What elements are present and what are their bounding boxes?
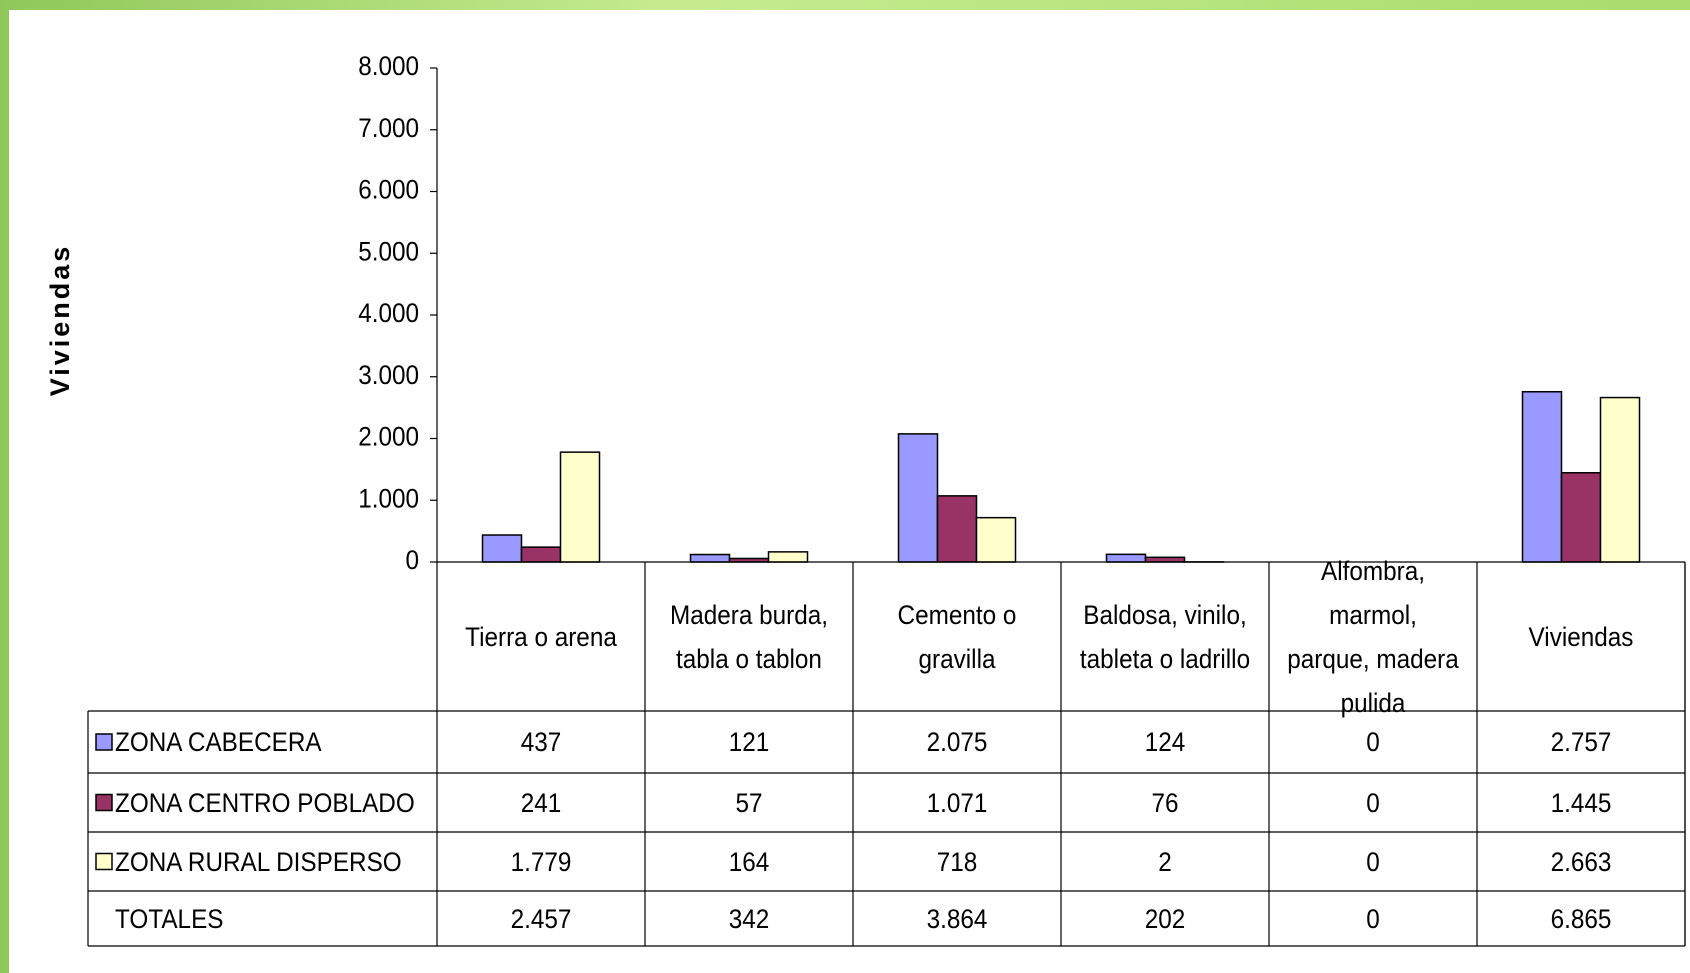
table-value: 202	[1144, 903, 1186, 934]
bar	[897, 433, 939, 563]
table-value: 2.757	[1550, 727, 1612, 757]
bar	[1599, 396, 1641, 563]
table-value: 0	[1366, 787, 1380, 818]
legend-label: ZONA CENTRO POBLADO	[115, 787, 415, 818]
table-value: 2.663	[1550, 846, 1612, 877]
table-value: 57	[735, 787, 763, 818]
legend-swatch	[95, 793, 113, 812]
x-category-label: Madera burda, tabla o tablon	[669, 599, 829, 674]
table-value: 1.445	[1550, 787, 1612, 818]
legend-swatch	[95, 733, 113, 751]
x-category-label: Tierra o arena	[465, 621, 617, 652]
x-category-label: Cemento o gravilla	[897, 599, 1017, 674]
table-value: 3.864	[926, 903, 988, 934]
table-value: 1.779	[510, 846, 572, 877]
table-value: 121	[728, 727, 770, 757]
table-value: 342	[728, 903, 770, 934]
legend-swatch	[95, 852, 113, 871]
x-category-label: Baldosa, vinilo, tableta o ladrillo	[1079, 599, 1251, 674]
table-value: 718	[936, 846, 978, 877]
legend-label: ZONA CABECERA	[115, 727, 322, 757]
y-tick-label: 2.000	[358, 423, 419, 452]
table-value: 437	[520, 727, 562, 757]
table-value: 76	[1151, 787, 1179, 818]
table-value: 164	[728, 846, 770, 877]
y-tick-label: 0	[405, 546, 419, 575]
bar	[559, 451, 601, 563]
y-tick-label: 6.000	[358, 176, 419, 205]
totals-label: TOTALES	[115, 903, 224, 934]
y-tick-label: 4.000	[358, 299, 419, 328]
bar	[936, 495, 978, 563]
table-value: 6.865	[1550, 903, 1612, 934]
panel	[9, 10, 1690, 973]
table-value: 0	[1366, 846, 1380, 877]
table-value: 2.075	[926, 727, 988, 757]
legend-label: ZONA RURAL DISPERSO	[115, 846, 402, 877]
table-value: 2	[1158, 846, 1172, 877]
table-value: 241	[520, 787, 562, 818]
bar	[975, 516, 1017, 563]
bar	[689, 553, 731, 563]
table-value: 124	[1144, 727, 1186, 757]
bar	[481, 534, 523, 563]
y-tick-label: 1.000	[358, 484, 419, 513]
bar	[1105, 553, 1147, 563]
x-category-label: Viviendas	[1528, 621, 1634, 652]
bar	[520, 546, 562, 563]
y-axis-label: Viviendas	[45, 244, 75, 397]
x-category-label: Alfombra, marmol, parque, madera pulida	[1287, 555, 1459, 718]
table-value: 2.457	[510, 903, 572, 934]
bar	[1521, 391, 1563, 563]
table-value: 0	[1366, 903, 1380, 934]
bar	[1560, 472, 1602, 563]
y-tick-label: 8.000	[358, 52, 419, 81]
y-tick-label: 5.000	[358, 237, 419, 266]
table-value: 1.071	[926, 787, 988, 818]
bar	[767, 551, 809, 563]
table-value: 0	[1366, 727, 1380, 757]
y-tick-label: 3.000	[358, 361, 419, 390]
y-tick-label: 7.000	[358, 114, 419, 143]
